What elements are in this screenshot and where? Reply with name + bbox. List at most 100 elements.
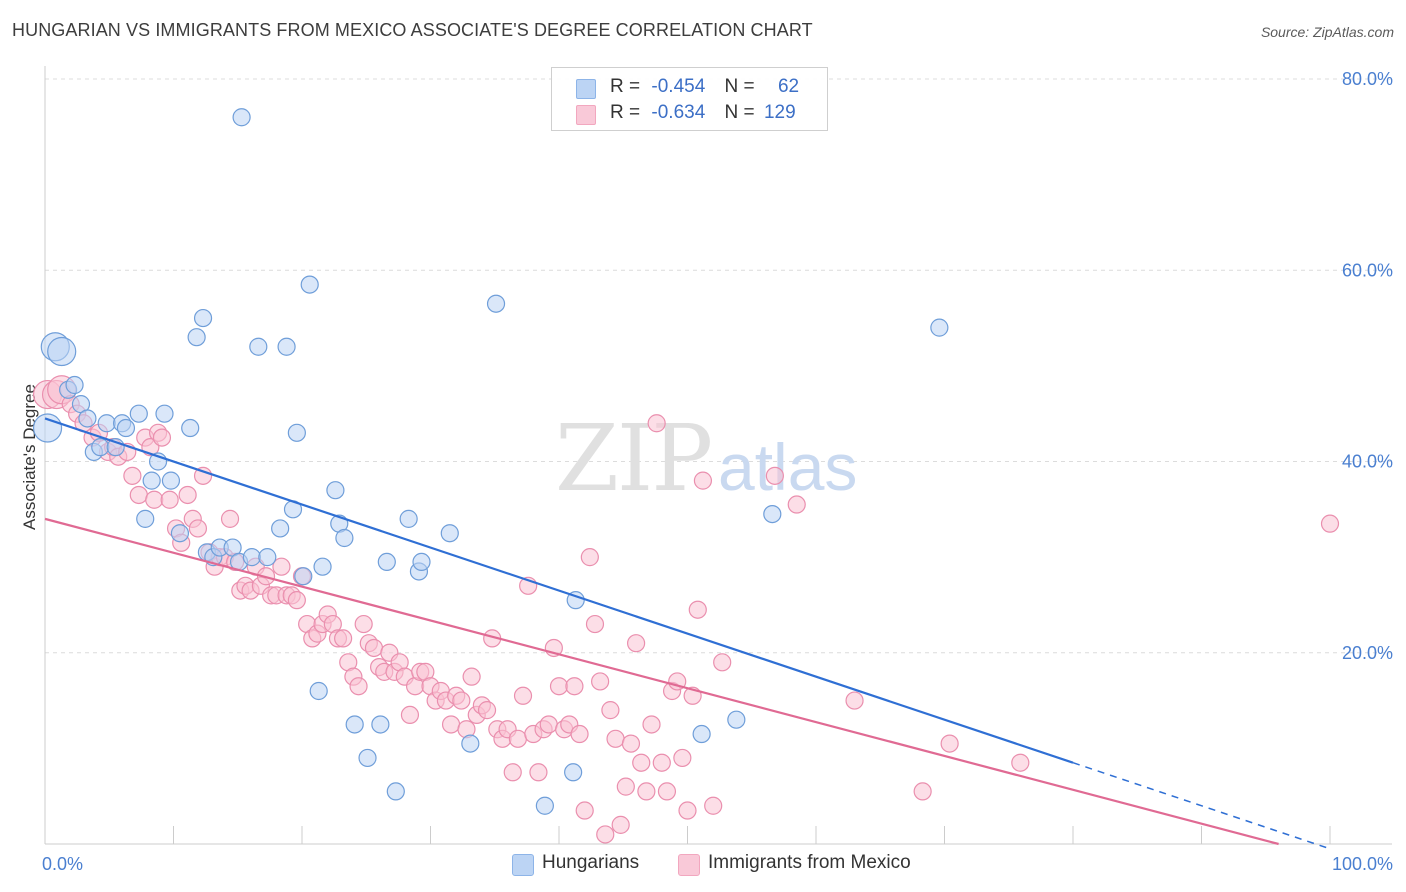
hungarian-point bbox=[326, 481, 345, 500]
mexico-point bbox=[621, 734, 641, 753]
mexico-point bbox=[334, 629, 353, 648]
mexico-point bbox=[539, 715, 558, 734]
mexico-point bbox=[508, 729, 527, 748]
watermark: ZIP atlas bbox=[555, 405, 857, 512]
mexico-point bbox=[601, 701, 620, 720]
hungarian-point bbox=[97, 414, 116, 433]
hungarian-point bbox=[763, 504, 782, 524]
mexico-point bbox=[1320, 514, 1340, 533]
hungarian-point bbox=[313, 557, 332, 576]
mexico-point bbox=[503, 763, 522, 782]
mexico-point bbox=[575, 801, 594, 820]
mexico-point bbox=[647, 414, 666, 433]
hungarians-trend-extension bbox=[1072, 762, 1331, 850]
hungarian-point bbox=[386, 782, 405, 801]
hungarian-point bbox=[116, 418, 136, 438]
mexico-point bbox=[632, 753, 651, 772]
mexico-point bbox=[400, 705, 420, 725]
mexico-point bbox=[477, 701, 497, 720]
hungarian-point bbox=[287, 423, 306, 442]
mexico-points bbox=[32, 375, 1340, 844]
mexico-point bbox=[123, 466, 142, 485]
n-label: N = bbox=[724, 76, 755, 97]
hungarian-point bbox=[692, 724, 711, 744]
hungarian-point bbox=[930, 318, 949, 337]
hungarians-swatch bbox=[576, 79, 596, 99]
mexico-point bbox=[513, 686, 533, 705]
legend-mexico-label: Immigrants from Mexico bbox=[708, 852, 911, 873]
hungarian-point bbox=[371, 715, 390, 734]
hungarian-point bbox=[345, 715, 364, 734]
stats-legend: R = -0.454 N = 62 R = -0.634 N = 129 bbox=[551, 67, 828, 131]
mexico-point bbox=[845, 691, 864, 710]
source-label: Source: ZipAtlas.com bbox=[1260, 24, 1394, 40]
mexico-point bbox=[220, 509, 240, 528]
x-tick-label: 0.0% bbox=[42, 854, 83, 874]
r-value: -0.634 bbox=[651, 102, 706, 123]
mexico-point bbox=[611, 815, 630, 834]
n-value: 62 bbox=[777, 76, 800, 97]
hungarian-point bbox=[91, 438, 110, 457]
hungarian-point bbox=[187, 328, 206, 347]
trend-lines bbox=[44, 417, 1331, 850]
mexico-point bbox=[145, 490, 164, 509]
mexico-point bbox=[1011, 753, 1030, 772]
hungarian-point bbox=[193, 308, 213, 328]
mexico-point bbox=[129, 485, 148, 505]
mexico-point bbox=[657, 782, 677, 801]
mexico-swatch bbox=[678, 854, 700, 876]
mexico-point bbox=[688, 600, 707, 619]
hungarian-points bbox=[32, 108, 949, 815]
hungarian-point bbox=[335, 528, 354, 548]
hungarians-swatch bbox=[512, 854, 534, 876]
hungarian-point bbox=[486, 294, 506, 313]
mexico-point bbox=[188, 519, 208, 538]
mexico-point bbox=[441, 715, 461, 734]
hungarian-point bbox=[277, 337, 296, 356]
hungarian-point bbox=[47, 336, 77, 367]
hungarian-point bbox=[129, 404, 148, 423]
hungarian-point bbox=[564, 763, 583, 782]
mexico-point bbox=[160, 490, 179, 509]
mexico-point bbox=[580, 548, 599, 567]
gridlines bbox=[45, 78, 1392, 654]
mexico-point bbox=[193, 466, 213, 485]
mexico-point bbox=[616, 777, 635, 796]
hungarian-point bbox=[136, 509, 155, 528]
mexico-point bbox=[452, 691, 471, 710]
mexico-point bbox=[652, 753, 671, 772]
mexico-point bbox=[642, 715, 661, 734]
mexico-point bbox=[152, 428, 172, 447]
y-tick-label: 40.0% bbox=[1342, 452, 1393, 472]
hungarian-point bbox=[294, 567, 313, 586]
y-tick-label: 60.0% bbox=[1342, 260, 1393, 280]
hungarian-point bbox=[271, 519, 290, 538]
hungarian-point bbox=[242, 548, 261, 567]
hungarian-point bbox=[399, 509, 418, 528]
r-label: R = bbox=[610, 76, 641, 97]
hungarian-point bbox=[358, 748, 377, 768]
mexico-point bbox=[693, 471, 713, 490]
axes bbox=[44, 66, 1392, 845]
y-tick-label: 80.0% bbox=[1342, 69, 1393, 89]
mexico-point bbox=[529, 763, 548, 782]
hungarian-point bbox=[309, 681, 328, 701]
mexico-point bbox=[637, 782, 656, 801]
mexico-point bbox=[765, 466, 784, 485]
mexico-point bbox=[549, 677, 569, 696]
hungarian-point bbox=[161, 471, 181, 490]
mexico-point bbox=[704, 796, 723, 815]
hungarian-point bbox=[258, 548, 277, 567]
hungarian-point bbox=[461, 734, 480, 753]
mexico-point bbox=[178, 485, 197, 505]
mexico-point bbox=[787, 495, 806, 514]
mexico-trend-line bbox=[44, 517, 1279, 846]
mexico-point bbox=[913, 782, 932, 801]
mexico-point bbox=[591, 672, 610, 691]
mexico-point bbox=[287, 591, 306, 610]
n-label: N = bbox=[724, 102, 755, 123]
hungarian-point bbox=[412, 552, 431, 572]
mexico-point bbox=[462, 667, 481, 686]
mexico-point bbox=[570, 724, 589, 744]
